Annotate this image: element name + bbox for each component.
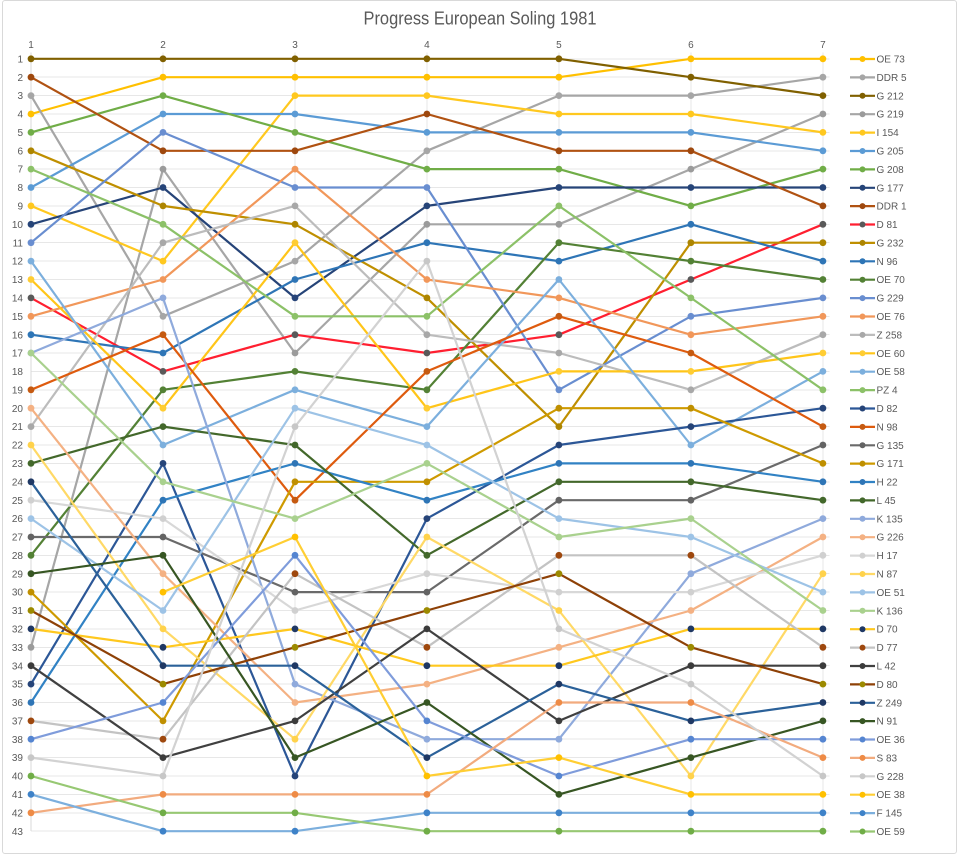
- svg-text:L 45: L 45: [877, 496, 897, 507]
- svg-text:F 145: F 145: [877, 809, 903, 820]
- svg-text:41: 41: [12, 790, 24, 801]
- svg-text:Z 249: Z 249: [877, 698, 903, 709]
- svg-text:34: 34: [12, 661, 24, 672]
- svg-text:OE 73: OE 73: [877, 55, 906, 66]
- svg-text:35: 35: [12, 680, 24, 691]
- svg-text:5: 5: [17, 128, 23, 139]
- svg-text:OE 36: OE 36: [877, 735, 906, 746]
- svg-text:20: 20: [12, 404, 24, 415]
- svg-text:42: 42: [12, 808, 24, 819]
- svg-text:2: 2: [160, 40, 166, 51]
- svg-text:4: 4: [424, 40, 430, 51]
- svg-text:PZ 4: PZ 4: [877, 386, 899, 397]
- svg-text:G 205: G 205: [877, 147, 905, 158]
- svg-text:OE 51: OE 51: [877, 588, 906, 599]
- svg-text:24: 24: [12, 477, 24, 488]
- svg-text:15: 15: [12, 312, 24, 323]
- svg-text:G 219: G 219: [877, 110, 905, 121]
- svg-text:27: 27: [12, 533, 24, 544]
- svg-text:39: 39: [12, 753, 24, 764]
- svg-text:31: 31: [12, 606, 24, 617]
- svg-text:12: 12: [12, 257, 24, 268]
- svg-text:D 81: D 81: [877, 220, 899, 231]
- svg-text:7: 7: [820, 40, 826, 51]
- svg-text:N 96: N 96: [877, 257, 899, 268]
- svg-text:DDR 1: DDR 1: [877, 202, 907, 213]
- svg-text:38: 38: [12, 735, 24, 746]
- svg-text:29: 29: [12, 569, 24, 580]
- svg-text:OE 58: OE 58: [877, 367, 906, 378]
- svg-text:4: 4: [17, 110, 23, 121]
- svg-text:19: 19: [12, 385, 24, 396]
- svg-text:OE 59: OE 59: [877, 827, 906, 838]
- svg-text:N 98: N 98: [877, 422, 899, 433]
- svg-text:G 229: G 229: [877, 294, 905, 305]
- svg-text:L 42: L 42: [877, 662, 897, 673]
- svg-text:G 208: G 208: [877, 165, 905, 176]
- svg-text:OE 60: OE 60: [877, 349, 906, 360]
- svg-text:I 154: I 154: [877, 128, 900, 139]
- svg-text:2: 2: [17, 73, 23, 84]
- svg-text:21: 21: [12, 422, 24, 433]
- svg-text:10: 10: [12, 220, 24, 231]
- svg-text:6: 6: [688, 40, 694, 51]
- svg-text:OE 76: OE 76: [877, 312, 906, 323]
- svg-text:18: 18: [12, 367, 24, 378]
- svg-text:G 177: G 177: [877, 183, 905, 194]
- svg-text:K 136: K 136: [877, 606, 904, 617]
- svg-text:13: 13: [12, 275, 24, 286]
- svg-text:N 91: N 91: [877, 717, 899, 728]
- svg-text:23: 23: [12, 459, 24, 470]
- svg-text:30: 30: [12, 588, 24, 599]
- svg-text:N 87: N 87: [877, 570, 899, 581]
- svg-text:37: 37: [12, 717, 24, 728]
- svg-text:H 17: H 17: [877, 551, 899, 562]
- svg-text:3: 3: [17, 91, 23, 102]
- svg-text:43: 43: [12, 827, 24, 838]
- svg-text:40: 40: [12, 772, 24, 783]
- svg-text:7: 7: [17, 165, 23, 176]
- svg-text:G 171: G 171: [877, 459, 905, 470]
- svg-text:17: 17: [12, 349, 24, 360]
- svg-text:OE 38: OE 38: [877, 790, 906, 801]
- svg-text:3: 3: [292, 40, 298, 51]
- svg-text:33: 33: [12, 643, 24, 654]
- svg-text:S 83: S 83: [877, 753, 898, 764]
- svg-text:G 232: G 232: [877, 238, 905, 249]
- svg-text:D 80: D 80: [877, 680, 899, 691]
- svg-text:D 82: D 82: [877, 404, 899, 415]
- svg-text:11: 11: [13, 238, 24, 249]
- svg-text:1: 1: [28, 40, 34, 51]
- svg-text:6: 6: [17, 146, 23, 157]
- svg-text:K 135: K 135: [877, 514, 904, 525]
- svg-text:H 22: H 22: [877, 478, 899, 489]
- svg-text:22: 22: [12, 441, 24, 452]
- svg-text:D 70: D 70: [877, 625, 899, 636]
- svg-text:G 135: G 135: [877, 441, 905, 452]
- svg-text:1: 1: [17, 54, 23, 65]
- svg-text:Progress European Soling 1981: Progress European Soling 1981: [364, 8, 597, 29]
- svg-text:26: 26: [12, 514, 24, 525]
- svg-text:36: 36: [12, 698, 24, 709]
- svg-text:D 77: D 77: [877, 643, 899, 654]
- svg-text:G 226: G 226: [877, 533, 905, 544]
- svg-text:8: 8: [17, 183, 23, 194]
- svg-text:G 228: G 228: [877, 772, 905, 783]
- svg-text:DDR 5: DDR 5: [877, 73, 907, 84]
- svg-text:14: 14: [12, 294, 24, 305]
- svg-text:G 212: G 212: [877, 91, 905, 102]
- svg-text:16: 16: [12, 330, 24, 341]
- svg-text:5: 5: [556, 40, 562, 51]
- svg-text:OE 70: OE 70: [877, 275, 906, 286]
- svg-text:25: 25: [12, 496, 24, 507]
- svg-text:32: 32: [12, 625, 24, 636]
- svg-text:9: 9: [17, 202, 23, 213]
- svg-text:28: 28: [12, 551, 24, 562]
- svg-text:Z 258: Z 258: [877, 330, 903, 341]
